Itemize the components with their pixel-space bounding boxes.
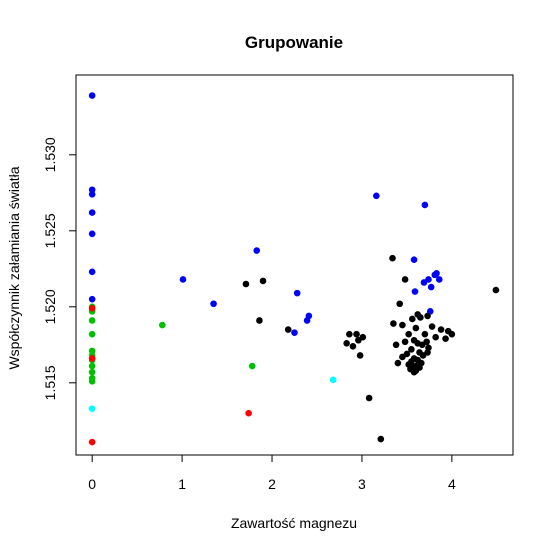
x-tick-label: 2: [268, 476, 276, 492]
data-point: [329, 376, 337, 384]
data-point: [389, 254, 396, 262]
data-point: [428, 323, 436, 330]
data-point: [401, 276, 409, 283]
data-point: [392, 341, 400, 349]
data-point: [353, 330, 360, 338]
y-axis: 1.515 1.520 1.525 1.530: [42, 137, 77, 400]
data-point: [88, 268, 96, 276]
data-point: [442, 335, 449, 343]
data-point: [88, 186, 96, 194]
data-point: [408, 346, 415, 353]
data-point: [410, 368, 418, 376]
data-point: [88, 317, 96, 324]
data-point: [88, 362, 96, 370]
data-point: [346, 330, 353, 338]
data-point: [424, 312, 431, 320]
data-point: [88, 368, 96, 376]
data-point: [396, 300, 404, 308]
data-point: [394, 359, 402, 367]
data-point: [88, 92, 96, 99]
data-point: [421, 201, 429, 209]
x-axis: 0 1 2 3 4: [88, 454, 456, 492]
y-tick-label: 1.530: [42, 137, 58, 172]
data-point: [88, 355, 96, 362]
plot-box: [75, 74, 514, 456]
data-point: [421, 330, 429, 338]
data-point: [88, 295, 96, 303]
data-point: [408, 315, 416, 323]
data-point: [88, 305, 96, 312]
data-point: [411, 288, 419, 295]
data-point: [412, 324, 420, 332]
data-point: [349, 343, 357, 350]
y-tick-label: 1.525: [42, 213, 58, 248]
data-point: [159, 321, 166, 329]
data-point: [423, 338, 430, 346]
data-point: [377, 435, 385, 443]
x-tick-label: 4: [448, 476, 456, 492]
data-point: [88, 438, 96, 446]
data-point: [88, 377, 96, 385]
data-point: [343, 339, 350, 347]
data-point: [427, 283, 435, 291]
data-point: [365, 394, 373, 402]
data-point: [399, 353, 406, 361]
data-point: [417, 314, 424, 321]
data-point: [424, 349, 431, 356]
data-point: [293, 289, 301, 297]
data-point: [373, 192, 380, 200]
x-tick-label: 0: [88, 476, 96, 492]
chart-title: Grupowanie: [245, 33, 343, 52]
data-point: [88, 330, 96, 338]
data-point: [399, 321, 406, 329]
data-points: [88, 92, 500, 446]
data-point: [88, 191, 96, 198]
data-point: [210, 300, 217, 308]
y-tick-label: 1.515: [42, 365, 58, 400]
data-point: [179, 276, 187, 283]
data-point: [256, 317, 263, 324]
data-point: [245, 409, 252, 417]
data-point: [390, 320, 397, 327]
x-axis-label: Zawartość magnezu: [231, 515, 357, 531]
data-point: [410, 256, 418, 263]
data-point: [356, 352, 364, 359]
x-tick-label: 3: [358, 476, 366, 492]
data-point: [355, 336, 362, 344]
data-point: [432, 333, 439, 341]
data-point: [431, 271, 439, 279]
y-axis-label: Współczynnik załamiania światła: [6, 166, 22, 369]
data-point: [88, 405, 96, 412]
data-point: [253, 247, 261, 254]
data-point: [259, 277, 267, 285]
data-point: [248, 362, 256, 370]
data-point: [88, 209, 96, 216]
data-point: [492, 286, 500, 294]
data-point: [405, 330, 412, 338]
data-point: [401, 338, 409, 346]
data-point: [420, 279, 428, 286]
data-point: [242, 280, 250, 288]
data-point: [435, 276, 443, 283]
data-point: [448, 330, 456, 338]
x-tick-label: 1: [178, 476, 186, 492]
data-point: [284, 326, 292, 333]
data-point: [437, 326, 445, 333]
data-point: [291, 329, 298, 336]
data-point: [88, 347, 96, 355]
y-tick-label: 1.520: [42, 289, 58, 324]
data-point: [303, 317, 311, 324]
data-point: [88, 230, 96, 238]
